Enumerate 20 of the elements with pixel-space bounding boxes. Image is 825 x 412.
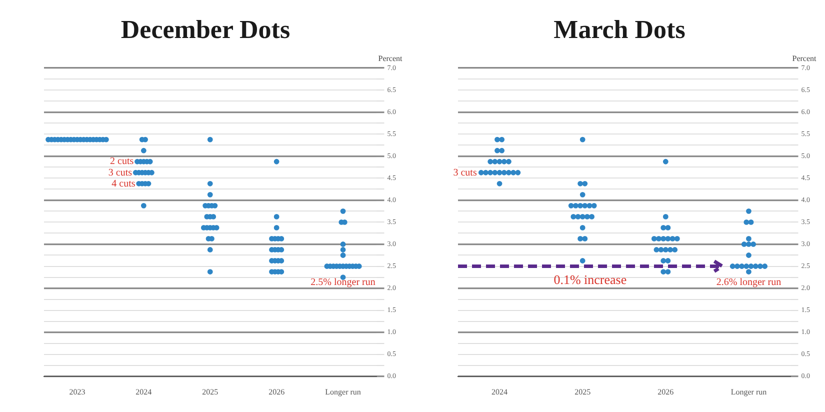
annotation: 2.5% longer run [310,276,376,288]
chart-title: December Dots [120,14,292,46]
ref-line-label: 0.1% increase [554,272,627,288]
x-tick-label: Longer run [730,387,767,396]
x-tick-label: Longer run [325,387,361,396]
x-tick-label: 2024 [492,387,508,396]
annotation: 2 cuts [110,156,134,168]
y-axis-title: Percent [792,54,818,64]
x-tick-label: 2025 [202,387,218,396]
y-axis-title: Percent [378,54,404,64]
x-tick-label: 2024 [136,387,152,396]
annotation: 2.6% longer run [716,276,782,288]
chart-title: March Dots [552,14,686,46]
annotation: 3 cuts [108,167,132,178]
x-tick-label: 2023 [69,387,86,396]
x-tick-label: 2025 [574,387,591,396]
x-tick-label: 2026 [658,387,674,396]
x-tick-label: 2026 [268,387,285,396]
annotation: 3 cuts [453,167,477,178]
annotation: 4 cuts [112,178,136,190]
